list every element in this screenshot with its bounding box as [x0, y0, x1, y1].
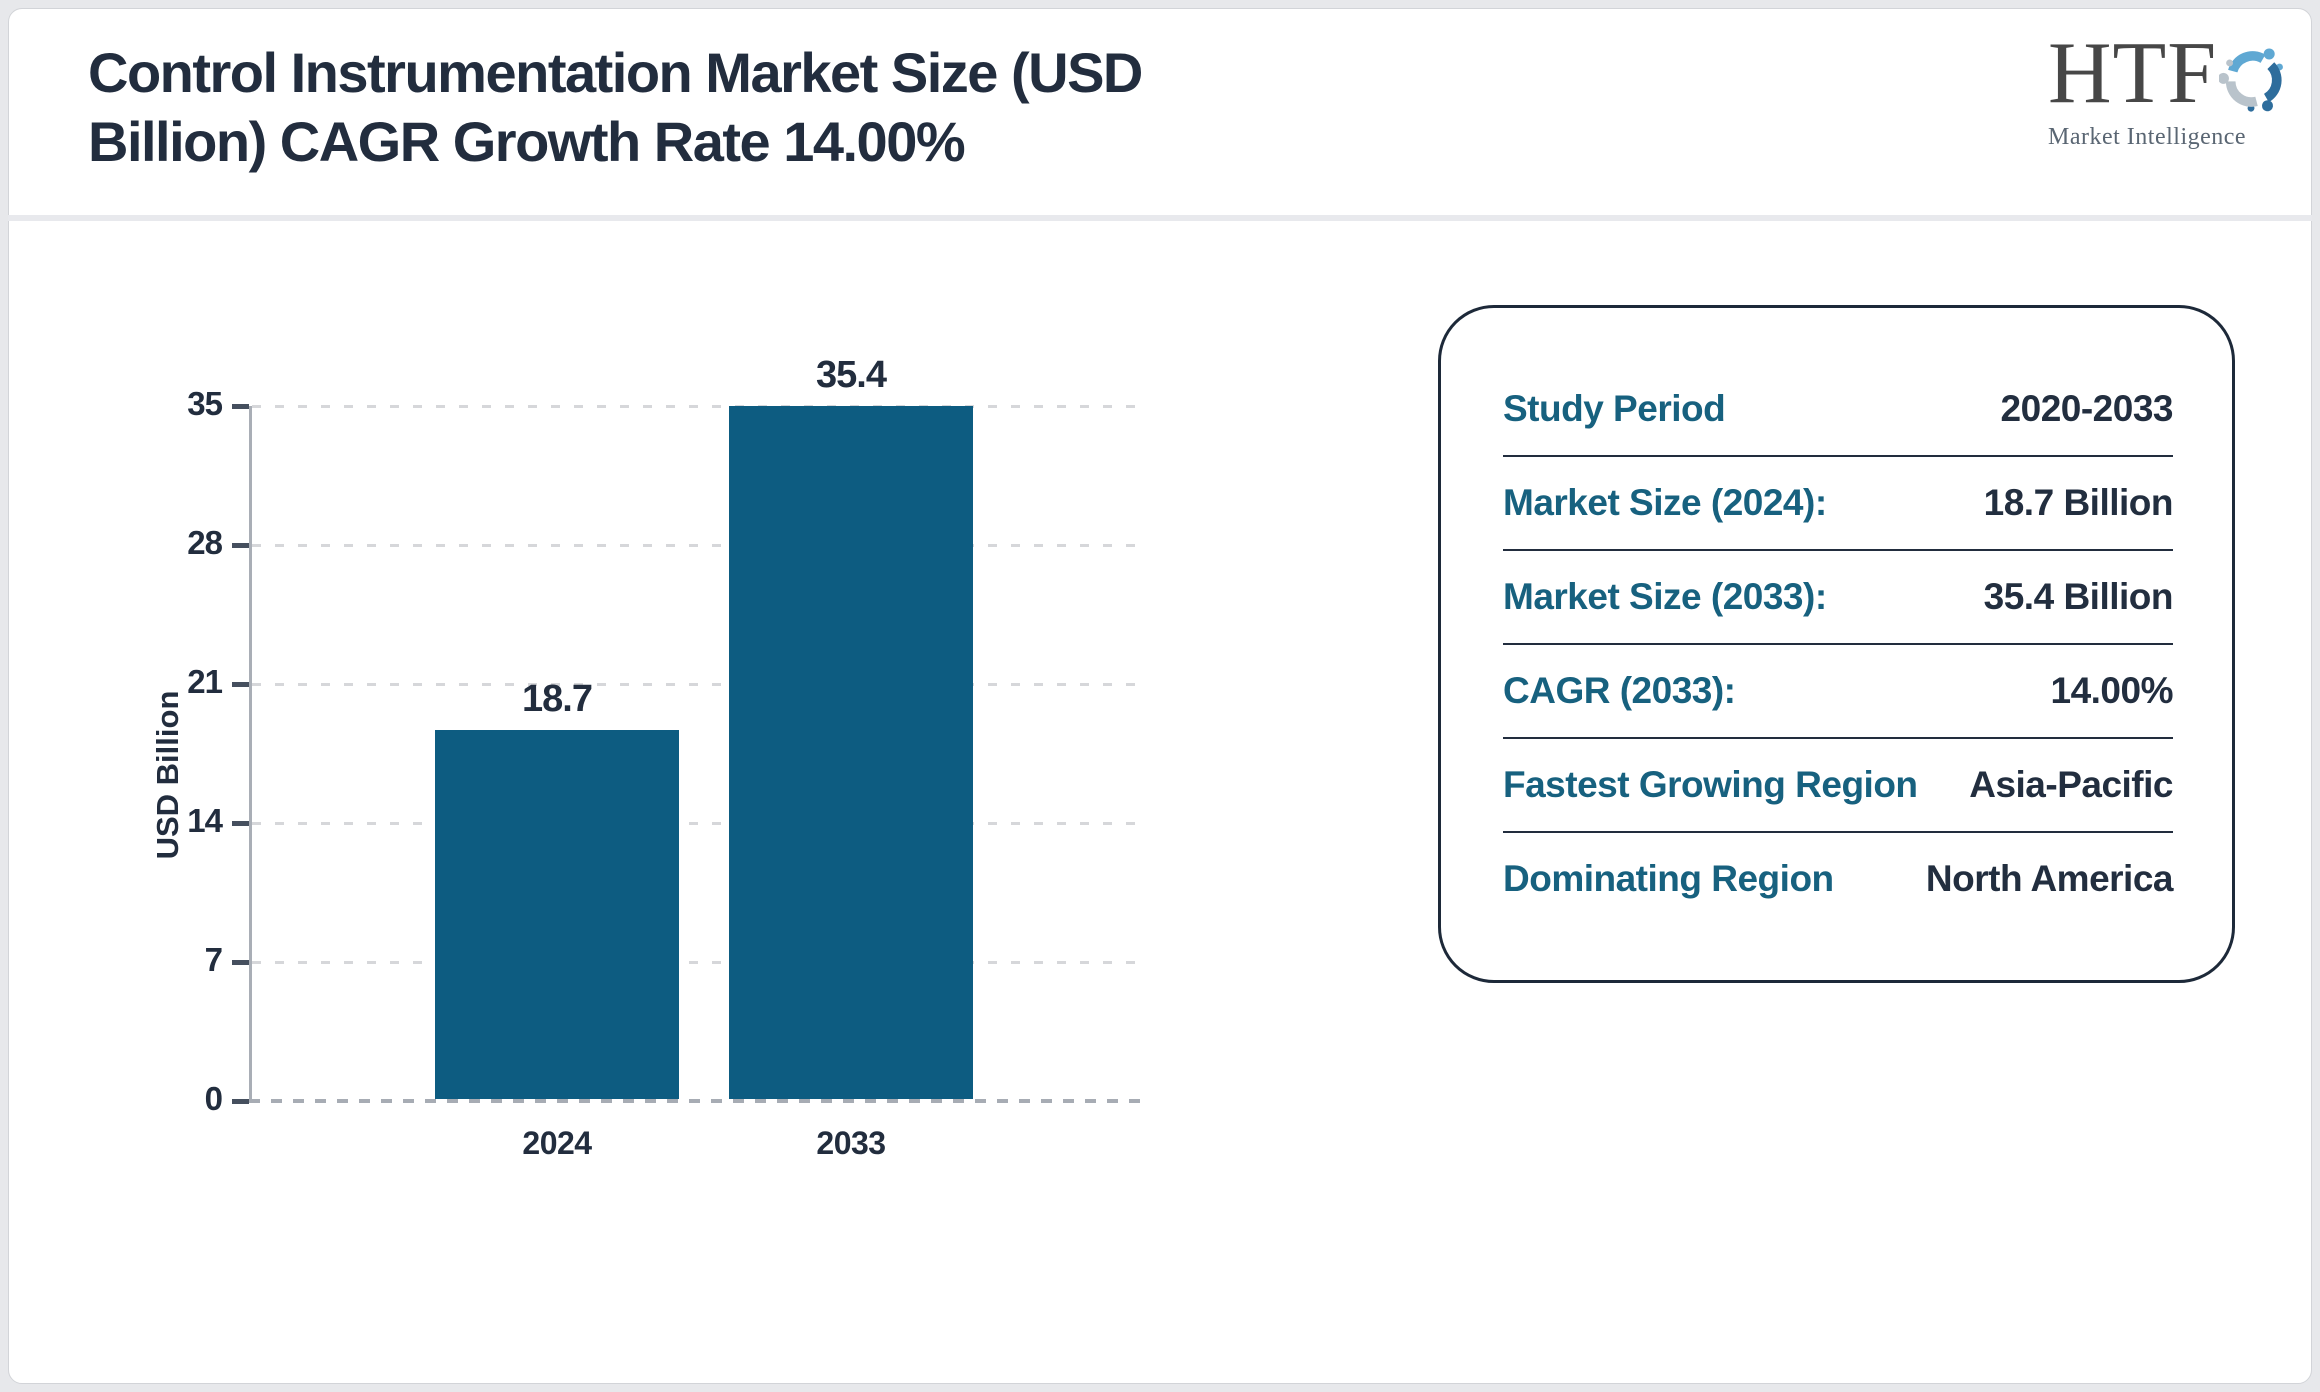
gridline-21 — [252, 683, 1140, 686]
gridline-35 — [252, 405, 1140, 408]
bar-2033 — [729, 406, 973, 1101]
x-category-label: 2024 — [522, 1125, 592, 1161]
y-tick-mark — [232, 821, 249, 826]
summary-row: Dominating Region North America — [1503, 833, 2174, 925]
page-title: Control Instrumentation Market Size (USD… — [88, 38, 1288, 176]
bar-value-label: 18.7 — [522, 677, 593, 720]
y-tick-label: 28 — [187, 524, 223, 561]
summary-row-value: Asia-Pacific — [1969, 764, 2173, 805]
summary-row-value: 18.7 Billion — [1983, 482, 2174, 523]
y-tick-mark — [232, 682, 249, 687]
bar-chart-plot-area: 35 28 21 14 7 0 18.7 2024 35.4 2033 — [187, 354, 1140, 1161]
htf-logo-icon — [2219, 48, 2284, 112]
summary-row-label: Dominating Region — [1503, 858, 1834, 899]
summary-row: Study Period 2020-2033 — [1503, 363, 2174, 457]
y-tick-label: 7 — [204, 941, 223, 978]
summary-row: Market Size (2033): 35.4 Billion — [1503, 551, 2174, 645]
summary-row-label: Study Period — [1503, 388, 1726, 429]
y-tick-label: 0 — [204, 1080, 223, 1117]
summary-row: CAGR (2033): 14.00% — [1503, 645, 2173, 739]
page-title-line2: Billion) CAGR Growth Rate 14.00% — [88, 110, 966, 173]
gridline-28 — [252, 544, 1140, 547]
summary-row-value: 2020-2033 — [2000, 388, 2174, 429]
y-tick-label: 14 — [187, 802, 223, 839]
summary-row-value: 14.00% — [2050, 670, 2174, 711]
y-tick-mark — [232, 543, 249, 548]
y-tick-mark — [232, 1099, 249, 1104]
summary-row-label: Market Size (2024): — [1503, 482, 1827, 523]
page-title-line1: Control Instrumentation Market Size (USD — [88, 41, 1143, 104]
summary-row-value: North America — [1925, 858, 2174, 899]
summary-row: Market Size (2024): 18.7 Billion — [1503, 457, 2174, 551]
y-tick-mark — [232, 960, 249, 965]
x-axis-baseline — [249, 1099, 1140, 1103]
htf-logo-text: HTF — [2048, 25, 2218, 122]
summary-row-label: CAGR (2033): — [1503, 670, 1736, 711]
htf-logo-subtitle: Market Intelligence — [2048, 124, 2247, 150]
summary-row-label: Fastest Growing Region — [1503, 764, 1918, 805]
summary-row-value: 35.4 Billion — [1983, 576, 2174, 617]
y-tick-mark — [232, 404, 249, 409]
summary-row: Fastest Growing Region Asia-Pacific — [1503, 739, 2173, 833]
y-tick-label: 35 — [187, 385, 223, 422]
header-divider — [8, 215, 2312, 221]
y-tick-label: 21 — [187, 663, 223, 700]
htf-logo: HTF — [2048, 28, 2288, 151]
bar-2024 — [435, 729, 679, 1101]
summary-row-label: Market Size (2033): — [1503, 576, 1827, 617]
bar-value-label: 35.4 — [816, 354, 887, 396]
gridline-14 — [252, 822, 1140, 825]
x-category-label: 2033 — [816, 1125, 886, 1161]
gridline-7 — [252, 961, 1140, 964]
market-summary-panel: Study Period 2020-2033 Market Size (2024):… — [1438, 305, 2235, 983]
